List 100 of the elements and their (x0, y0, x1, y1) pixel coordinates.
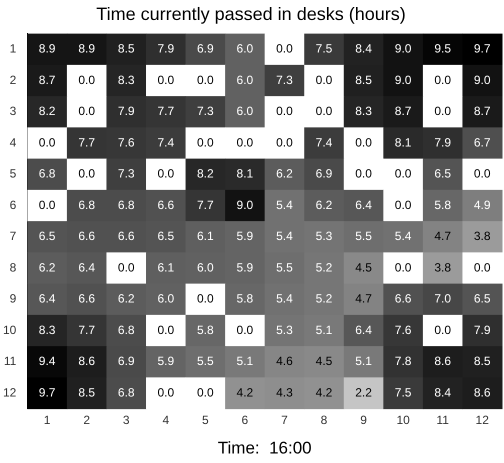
data-label: 8.3 (118, 72, 135, 87)
data-label: 6.8 (118, 385, 135, 400)
data-label: 6.8 (118, 322, 135, 337)
data-label: 0.0 (394, 198, 412, 212)
y-tick-label: 10 (2, 322, 17, 337)
data-label: 0.0 (316, 72, 333, 87)
data-label: 0.0 (38, 135, 56, 150)
data-label: 6.1 (157, 260, 174, 274)
data-label: 7.9 (118, 104, 135, 118)
data-label: 7.3 (276, 72, 294, 87)
data-label: 0.0 (434, 104, 452, 118)
data-label: 9.0 (236, 198, 254, 212)
data-label: 6.0 (236, 42, 254, 56)
data-label: 0.0 (197, 72, 214, 87)
data-label: 6.0 (236, 72, 254, 87)
data-label: 5.8 (236, 292, 254, 306)
data-label: 5.1 (355, 354, 372, 368)
data-label: 8.5 (118, 42, 135, 56)
data-label: 4.5 (316, 354, 333, 368)
data-label: 6.1 (197, 229, 214, 244)
data-label: 4.7 (355, 292, 372, 306)
data-label: 8.6 (78, 354, 96, 368)
data-label: 5.5 (355, 229, 372, 244)
x-tick-label: 8 (320, 412, 328, 427)
data-label: 0.0 (355, 166, 372, 181)
data-label: 6.8 (118, 198, 135, 212)
data-label: 5.8 (434, 198, 452, 212)
data-label: 7.6 (118, 135, 135, 150)
data-label: 0.0 (157, 385, 174, 400)
data-label: 5.4 (394, 229, 412, 244)
data-label: 7.9 (474, 322, 491, 337)
data-label: 4.3 (276, 385, 294, 400)
data-label: 8.1 (394, 135, 412, 150)
x-tick-label: 7 (281, 412, 288, 427)
data-label: 7.0 (434, 292, 452, 306)
x-tick-label: 2 (83, 412, 90, 427)
data-label: 5.3 (276, 322, 294, 337)
data-label: 0.0 (316, 104, 333, 118)
data-label: 8.5 (78, 385, 96, 400)
data-label: 8.1 (236, 166, 254, 181)
data-label: 9.0 (394, 42, 412, 56)
data-label: 6.9 (316, 166, 333, 181)
data-label: 7.7 (78, 322, 96, 337)
y-tick-label: 3 (10, 104, 17, 118)
data-label: 7.3 (118, 166, 135, 181)
data-label: 0.0 (118, 260, 135, 274)
data-label: 5.4 (276, 229, 294, 244)
data-label: 8.3 (38, 322, 56, 337)
data-label: 6.5 (474, 292, 491, 306)
data-label: 6.9 (197, 42, 214, 56)
data-label: 6.6 (78, 292, 96, 306)
data-label: 4.2 (236, 385, 254, 400)
data-label: 0.0 (197, 135, 214, 150)
x-tick-label: 12 (476, 412, 490, 427)
x-tick-label: 6 (242, 412, 249, 427)
data-label: 0.0 (236, 135, 254, 150)
data-label: 3.8 (474, 229, 491, 244)
data-label: 5.5 (197, 354, 214, 368)
data-label: 5.4 (276, 292, 294, 306)
x-tick-label: 10 (396, 412, 410, 427)
y-tick-label: 7 (10, 229, 17, 244)
data-label: 5.1 (236, 354, 254, 368)
data-label: 8.2 (38, 104, 56, 118)
data-label: 5.9 (236, 260, 254, 274)
chart-title: Time currently passed in desks (hours) (96, 4, 406, 24)
data-label: 8.7 (474, 104, 491, 118)
data-label: 0.0 (236, 322, 254, 337)
data-label: 6.2 (316, 198, 333, 212)
data-label: 5.4 (276, 198, 294, 212)
data-label: 5.1 (316, 322, 333, 337)
data-label: 6.6 (118, 229, 135, 244)
y-tick-label: 9 (10, 292, 17, 306)
x-axis-title: Time: 16:00 (218, 438, 312, 458)
data-label: 4.9 (474, 198, 491, 212)
data-label: 0.0 (474, 166, 491, 181)
data-label: 7.7 (78, 135, 96, 150)
data-label: 7.5 (394, 385, 412, 400)
data-label: 6.4 (355, 322, 372, 337)
data-label: 6.5 (38, 229, 56, 244)
data-label: 5.5 (276, 260, 294, 274)
data-label: 6.4 (78, 260, 96, 274)
data-label: 6.0 (236, 104, 254, 118)
data-label: 6.4 (355, 198, 372, 212)
data-label: 9.5 (434, 42, 452, 56)
data-label: 6.6 (157, 198, 174, 212)
data-label: 7.6 (394, 322, 412, 337)
data-label: 6.6 (78, 229, 96, 244)
data-label: 8.9 (78, 42, 96, 56)
data-label: 7.9 (434, 135, 452, 150)
data-label: 4.7 (434, 229, 452, 244)
data-label: 6.0 (157, 292, 174, 306)
data-label: 8.2 (197, 166, 214, 181)
data-label: 9.7 (474, 42, 491, 56)
data-label: 9.0 (394, 72, 412, 87)
x-tick-label: 5 (202, 412, 209, 427)
data-label: 0.0 (394, 260, 412, 274)
data-label: 6.8 (38, 166, 56, 181)
data-label: 6.2 (38, 260, 56, 274)
data-label: 8.9 (38, 42, 56, 56)
data-label: 8.5 (474, 354, 491, 368)
